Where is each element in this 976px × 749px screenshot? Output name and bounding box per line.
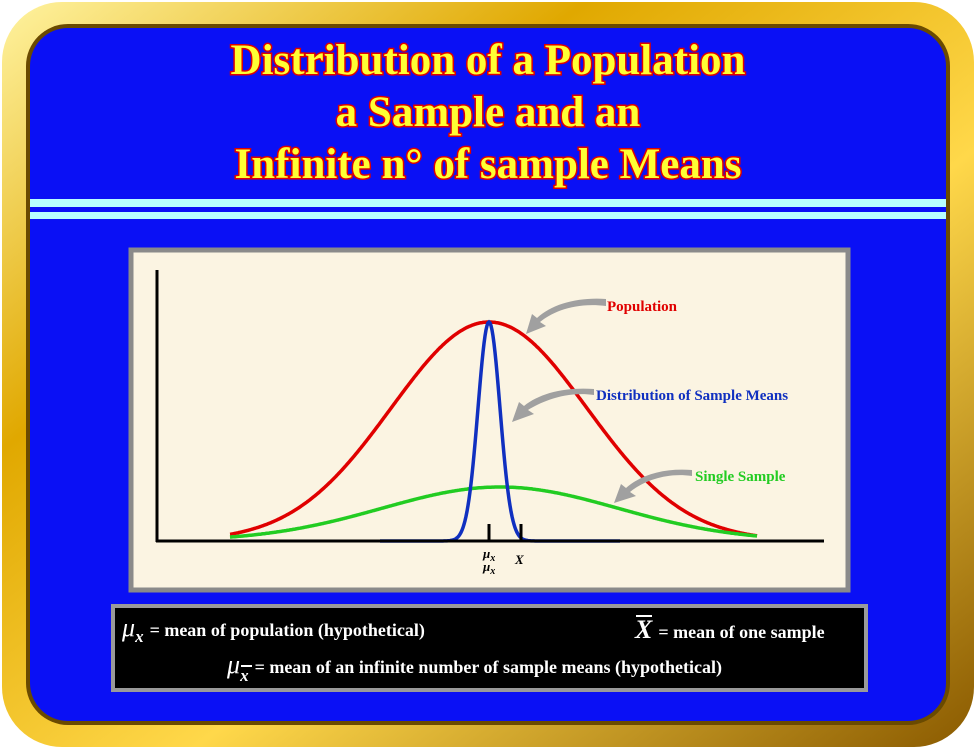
curve bbox=[229, 485, 758, 539]
title-line: Infinite n° of sample Means bbox=[235, 141, 742, 188]
symbol: X bbox=[634, 615, 653, 644]
arrow bbox=[512, 388, 594, 422]
tick-label: μx bbox=[482, 559, 495, 577]
arrow bbox=[526, 298, 606, 334]
curve bbox=[229, 320, 758, 538]
tick-label: X bbox=[514, 552, 524, 567]
label: Population bbox=[607, 299, 678, 315]
legend-item: μx = mean of an infinite number of sample… bbox=[226, 650, 722, 685]
subscript: x bbox=[134, 627, 144, 646]
legend-item: μx = mean of population (hypothetical) bbox=[121, 613, 425, 646]
stripe bbox=[30, 212, 946, 219]
symbol: μ bbox=[482, 546, 490, 561]
label: Distribution of Sample Means bbox=[596, 388, 788, 404]
arrow bbox=[614, 469, 692, 503]
subscript: x bbox=[489, 553, 495, 564]
stripe bbox=[30, 199, 946, 207]
title-line: a Sample and an bbox=[336, 89, 641, 136]
tick-label: μx bbox=[482, 546, 495, 564]
legend-item: X = mean of one sample bbox=[634, 615, 825, 644]
symbol: μ bbox=[482, 559, 490, 574]
legend-text: = mean of one sample bbox=[658, 622, 824, 642]
label: Single Sample bbox=[695, 469, 786, 485]
symbol: μ bbox=[121, 613, 135, 642]
subscript: x bbox=[239, 666, 249, 685]
legend-text: = mean of an infinite number of sample m… bbox=[255, 657, 722, 678]
legend-box bbox=[111, 604, 868, 692]
subscript: x bbox=[489, 566, 495, 577]
symbol: μ bbox=[226, 650, 240, 679]
title-line: Distribution of a Population bbox=[231, 37, 746, 84]
legend-text: = mean of population (hypothetical) bbox=[150, 620, 425, 641]
